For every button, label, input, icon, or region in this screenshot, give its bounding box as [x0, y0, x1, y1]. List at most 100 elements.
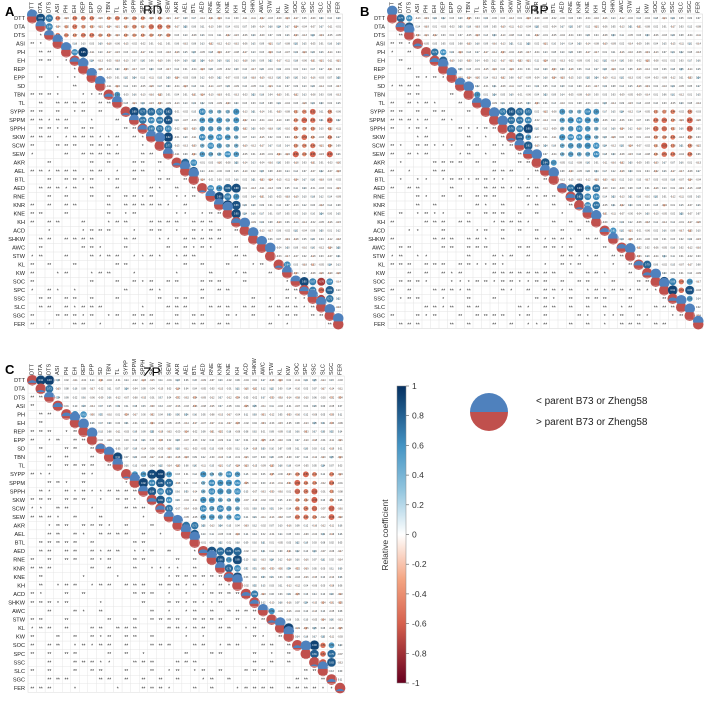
- correlation-value: 0.21: [671, 95, 676, 97]
- correlation-value: 0.10: [243, 69, 248, 71]
- significance-mark: **: [124, 263, 128, 269]
- correlation-value: -0.11: [106, 86, 112, 88]
- significance-mark: **: [39, 50, 43, 56]
- correlation-value: 0.06: [645, 120, 650, 122]
- correlation-value: 0.13: [543, 52, 548, 54]
- significance-mark: **: [141, 203, 145, 209]
- correlation-value: -0.11: [285, 180, 291, 182]
- significance-mark: *: [133, 229, 135, 235]
- correlation-value: 0.14: [620, 86, 625, 88]
- significance-mark: **: [124, 195, 128, 201]
- correlation-value: 0.15: [336, 214, 341, 216]
- correlation-value: -0.49: [157, 27, 163, 29]
- correlation-value: -0.14: [208, 86, 214, 88]
- correlation-value: -0.01: [268, 154, 274, 156]
- correlation-value: -0.32: [327, 129, 333, 131]
- significance-mark: **: [64, 237, 68, 243]
- row-label: KNR: [373, 203, 385, 209]
- correlation-value: -0.08: [500, 86, 506, 88]
- correlation-value: -0.13: [517, 27, 523, 29]
- correlation-value: 0.17: [319, 27, 324, 29]
- correlation-value: -0.13: [242, 112, 248, 114]
- correlation-value: 0.18: [467, 27, 472, 29]
- row-label: SCW: [12, 144, 26, 150]
- row-label: REP: [13, 67, 25, 73]
- correlation-value: 0.36: [226, 146, 231, 148]
- significance-mark: **: [56, 110, 60, 116]
- correlation-value: 0.09: [577, 18, 582, 20]
- significance-mark: *: [459, 152, 461, 158]
- significance-mark: *: [442, 76, 444, 82]
- significance-mark: *: [116, 144, 118, 150]
- significance-mark: *: [125, 212, 127, 218]
- significance-mark: *: [91, 271, 93, 277]
- correlation-value: -0.06: [191, 120, 197, 122]
- significance-mark: **: [251, 297, 255, 303]
- correlation-value: -0.02: [225, 69, 231, 71]
- correlation-value: 0.25: [336, 248, 341, 250]
- correlation-value: 0.10: [569, 86, 574, 88]
- correlation-value: 0.04: [175, 95, 180, 97]
- correlation-value: 0.19: [484, 18, 489, 20]
- correlation-value: 0.19: [277, 69, 282, 71]
- correlation-value: 0.01: [328, 231, 333, 233]
- correlation-value: -0.15: [336, 222, 342, 224]
- correlation-value: 0.75: [518, 112, 523, 114]
- correlation-value: 0.24: [141, 103, 146, 105]
- correlation-value: -0.18: [319, 205, 325, 207]
- significance-mark: *: [408, 127, 410, 133]
- correlation-value: -0.14: [585, 44, 591, 46]
- correlation-value: -0.31: [310, 137, 316, 139]
- correlation-value: -0.14: [696, 44, 702, 46]
- significance-mark: **: [73, 169, 77, 175]
- significance-mark: **: [200, 220, 204, 226]
- correlation-value: -0.10: [208, 95, 214, 97]
- significance-mark: **: [390, 110, 394, 116]
- significance-mark: **: [132, 314, 136, 320]
- correlation-value: 0.12: [124, 86, 129, 88]
- significance-mark: **: [285, 288, 289, 294]
- correlation-value: -0.18: [310, 256, 316, 258]
- correlation-value: -0.20: [466, 44, 472, 46]
- column-label: SKW: [509, 0, 515, 13]
- correlation-value: 0.03: [603, 95, 608, 97]
- correlation-value: -0.21: [327, 69, 333, 71]
- significance-mark: *: [57, 127, 59, 133]
- significance-mark: **: [416, 93, 420, 99]
- correlation-value: 0.14: [416, 27, 421, 29]
- correlation-value: -0.05: [424, 44, 430, 46]
- significance-mark: *: [159, 186, 161, 192]
- significance-mark: *: [400, 144, 402, 150]
- correlation-value: -0.06: [526, 95, 532, 97]
- row-label: EPP: [374, 76, 385, 82]
- correlation-value: 0.55: [209, 120, 214, 122]
- correlation-value: -0.24: [543, 61, 549, 63]
- row-label: AKR: [373, 161, 385, 167]
- correlation-value: -0.09: [166, 103, 172, 105]
- correlation-value: -0.13: [106, 69, 112, 71]
- correlation-value: 0.11: [319, 112, 324, 114]
- significance-mark: **: [115, 118, 119, 124]
- correlation-value: 0.13: [336, 265, 341, 267]
- correlation-value: 0.15: [628, 86, 633, 88]
- correlation-value: 0.10: [336, 290, 341, 292]
- correlation-value: -0.20: [696, 120, 702, 122]
- correlation-value: 0.02: [294, 69, 299, 71]
- significance-mark: *: [184, 195, 186, 201]
- correlation-value: -0.13: [560, 61, 566, 63]
- correlation-value: -0.19: [602, 78, 608, 80]
- correlation-value: 0.03: [679, 27, 684, 29]
- correlation-value: -0.02: [628, 18, 634, 20]
- significance-mark: **: [81, 220, 85, 226]
- correlation-value: 0.18: [458, 18, 463, 20]
- correlation-value: -0.58: [310, 154, 316, 156]
- correlation-value: 0.00: [285, 163, 290, 165]
- correlation-value: 0.11: [260, 86, 265, 88]
- row-label: ACD: [373, 229, 385, 235]
- significance-mark: **: [30, 280, 34, 286]
- significance-mark: *: [210, 246, 212, 252]
- correlation-value: 0.18: [552, 146, 557, 148]
- correlation-value: 0.24: [696, 78, 701, 80]
- correlation-value: 0.03: [243, 103, 248, 105]
- correlation-value: 0.13: [611, 18, 616, 20]
